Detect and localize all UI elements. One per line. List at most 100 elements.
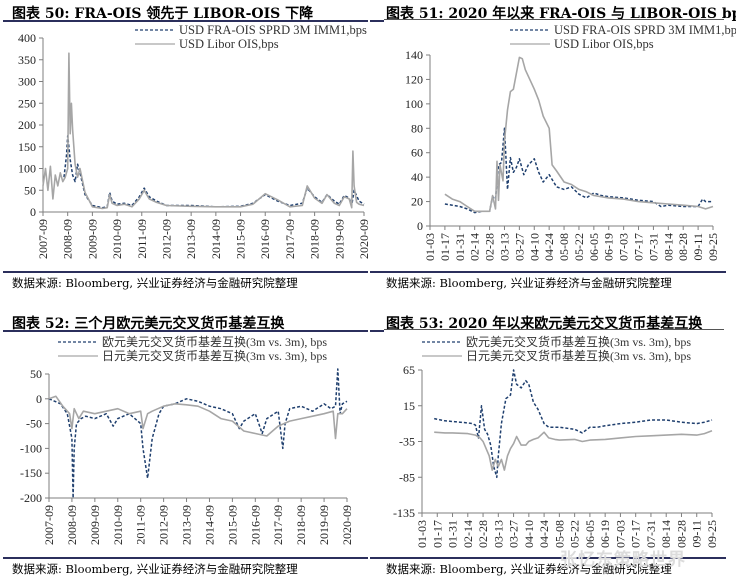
title-rule: [370, 330, 384, 332]
x-tick-label: 07-17: [629, 520, 643, 548]
y-tick-label: -100: [20, 441, 42, 455]
series-line-solid: [444, 56, 714, 213]
x-tick-label: 2007-09: [36, 219, 50, 259]
x-tick-label: 01-03: [415, 520, 429, 548]
chart-title: 图表 51: 2020 年以来 FRA-OIS 与 LIBOR-OIS bps: [386, 6, 736, 22]
source-rule: [370, 271, 726, 273]
y-tick-label: 0: [417, 219, 423, 233]
x-tick-label: 09-11: [691, 233, 705, 261]
y-tick-label: 40: [411, 170, 423, 184]
y-tick-label: -150: [20, 466, 42, 480]
title-rule: [3, 20, 368, 22]
x-tick-label: 02-14: [468, 233, 482, 261]
x-tick-label: 2016-09: [248, 505, 262, 545]
y-tick-label: 140: [405, 48, 423, 62]
legend-label: USD FRA-OIS SPRD 3M IMM1,bps: [179, 23, 367, 37]
title-rule-thin: [384, 19, 724, 20]
x-tick-label: 05-22: [572, 233, 586, 261]
x-tick-label: 09-11: [690, 520, 704, 548]
series-line-dashed: [434, 369, 713, 479]
x-tick-label: 06-05: [583, 520, 597, 548]
x-tick-label: 08-14: [659, 520, 673, 548]
x-tick-label: 2010-09: [110, 219, 124, 259]
x-tick-label: 01-31: [453, 233, 467, 261]
source-note: 数据来源: Bloomberg, 兴业证券经济与金融研究院整理: [386, 276, 672, 290]
source-note: 数据来源: Bloomberg, 兴业证券经济与金融研究院整理: [12, 562, 298, 576]
x-tick-label: 09-25: [706, 233, 720, 261]
y-tick-label: 15: [403, 399, 415, 413]
chart-title: 图表 53: 2020 年以来欧元美元交叉货币基差互换: [386, 316, 703, 332]
series-line-dashed: [444, 127, 713, 214]
title-rule-thin: [384, 329, 724, 330]
series-line-dashed: [63, 135, 365, 209]
series-line-solid: [48, 395, 348, 440]
y-tick-label: 350: [18, 53, 36, 67]
x-tick-label: 03-13: [497, 233, 511, 261]
legend-label: 欧元美元交叉货币基差互换(3m vs. 3m), bps: [466, 334, 691, 349]
source-note: 数据来源: Bloomberg, 兴业证券经济与金融研究院整理: [386, 562, 672, 576]
x-tick-label: 2012-09: [157, 505, 171, 545]
legend-label: USD FRA-OIS SPRD 3M IMM1,bps: [554, 23, 736, 37]
x-tick-label: 2019-09: [317, 505, 331, 545]
series-line-solid: [42, 52, 365, 210]
chart-51-plot: 0 20 40 60 80 100 120 140 01-03 01-17 01-31 02-14 02…: [405, 23, 736, 261]
x-tick-label: 2020-09: [340, 505, 354, 545]
y-tick-label: 65: [403, 363, 415, 377]
y-tick-label: 100: [405, 97, 423, 111]
x-tick-label: 2014-09: [202, 505, 216, 545]
source-rule: [3, 271, 368, 273]
x-tick-label: 2015-09: [225, 505, 239, 545]
x-tick-label: 01-17: [438, 233, 452, 261]
legend-label: 日元美元交叉货币基差互换(3m vs. 3m), bps: [102, 348, 327, 363]
chart-50-plot: 0 50 100 150 200 250 300 350 400 2007-09 2008-09 20…: [18, 23, 370, 259]
x-tick-label: 2018-09: [294, 505, 308, 545]
y-tick-label: -35: [399, 435, 415, 449]
x-tick-label: 02-28: [483, 233, 497, 261]
y-tick-label: -50: [26, 417, 42, 431]
x-tick-label: 08-28: [676, 233, 690, 261]
chart-title: 图表 52: 三个月欧元美元交叉货币基差互换: [12, 316, 285, 332]
x-tick-label: 02-28: [476, 520, 490, 548]
x-tick-label: 2017-09: [271, 505, 285, 545]
title-rule: [370, 20, 384, 22]
x-tick-label: 2019-09: [332, 219, 346, 259]
y-tick-label: 20: [411, 195, 423, 209]
y-tick-label: 400: [18, 31, 36, 45]
x-tick-label: 2011-09: [134, 505, 148, 545]
y-tick-label: 120: [405, 72, 423, 86]
source-note: 数据来源: Bloomberg, 兴业证券经济与金融研究院整理: [12, 276, 298, 290]
x-tick-label: 07-31: [646, 233, 660, 261]
x-tick-label: 08-28: [674, 520, 688, 548]
watermark: 张忆东策略世界: [560, 550, 686, 570]
y-tick-label: 0: [30, 205, 36, 219]
title-rule: [3, 330, 368, 332]
y-tick-label: 200: [18, 118, 36, 132]
x-tick-label: 07-03: [613, 520, 627, 548]
x-tick-label: 03-27: [507, 520, 521, 548]
x-tick-label: 04-24: [537, 520, 551, 548]
source-rule: [370, 557, 726, 559]
x-tick-label: 2020-09: [357, 219, 370, 259]
x-tick-label: 2008-09: [61, 219, 75, 259]
x-tick-label: 2009-09: [85, 219, 99, 259]
x-tick-label: 07-03: [617, 233, 631, 261]
x-tick-label: 2017-09: [283, 219, 297, 259]
x-tick-label: 2007-09: [42, 505, 56, 545]
x-tick-label: 06-05: [587, 233, 601, 261]
x-tick-label: 08-14: [661, 233, 675, 261]
x-tick-label: 04-10: [527, 233, 541, 261]
x-tick-label: 2011-09: [135, 219, 149, 259]
x-tick-label: 07-17: [632, 233, 646, 261]
x-tick-label: 07-31: [644, 520, 658, 548]
x-tick-label: 2013-09: [184, 219, 198, 259]
x-tick-label: 2008-09: [65, 505, 79, 545]
x-tick-label: 06-19: [602, 233, 616, 261]
source-rule: [3, 557, 368, 559]
legend-label: USD Libor OIS,bps: [179, 37, 279, 51]
y-tick-label: -200: [20, 491, 42, 505]
x-tick-label: 2012-09: [159, 219, 173, 259]
x-tick-label: 03-27: [512, 233, 526, 261]
y-tick-label: 80: [411, 121, 423, 135]
x-tick-label: 01-03: [423, 233, 437, 261]
